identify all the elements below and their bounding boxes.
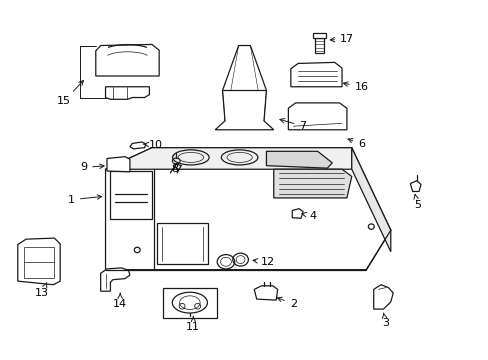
Text: 4: 4 [301, 211, 316, 221]
Text: 11: 11 [186, 316, 200, 332]
Polygon shape [373, 285, 392, 309]
Text: 8: 8 [171, 164, 179, 174]
Bar [24, 247, 54, 278]
Polygon shape [409, 181, 420, 192]
Text: 17: 17 [329, 34, 353, 44]
Bar [110, 171, 152, 220]
Polygon shape [101, 268, 130, 291]
Text: 2: 2 [277, 297, 296, 309]
Text: 10: 10 [143, 140, 163, 150]
Bar [157, 223, 207, 264]
Polygon shape [107, 157, 130, 172]
Polygon shape [254, 286, 277, 300]
Text: 13: 13 [35, 283, 49, 298]
Polygon shape [215, 45, 273, 130]
Bar [315, 38, 324, 53]
Polygon shape [105, 148, 390, 270]
Bar [163, 288, 216, 318]
Text: 9: 9 [80, 162, 104, 172]
Text: 1: 1 [68, 195, 102, 205]
Text: 5: 5 [413, 194, 420, 210]
Text: 16: 16 [343, 82, 368, 92]
Polygon shape [18, 238, 60, 285]
Text: 3: 3 [382, 313, 388, 328]
Polygon shape [351, 148, 390, 252]
Polygon shape [290, 62, 341, 87]
Polygon shape [105, 87, 149, 99]
Polygon shape [273, 169, 351, 198]
Bar [313, 33, 325, 38]
Text: 6: 6 [347, 139, 364, 149]
Polygon shape [130, 142, 146, 149]
Polygon shape [105, 148, 351, 169]
Text: 12: 12 [253, 257, 274, 267]
Text: 15: 15 [57, 81, 83, 106]
Text: 14: 14 [113, 293, 127, 309]
Polygon shape [96, 44, 159, 76]
Polygon shape [288, 103, 346, 130]
Polygon shape [266, 151, 331, 168]
Polygon shape [292, 209, 303, 219]
Text: 7: 7 [279, 118, 306, 131]
